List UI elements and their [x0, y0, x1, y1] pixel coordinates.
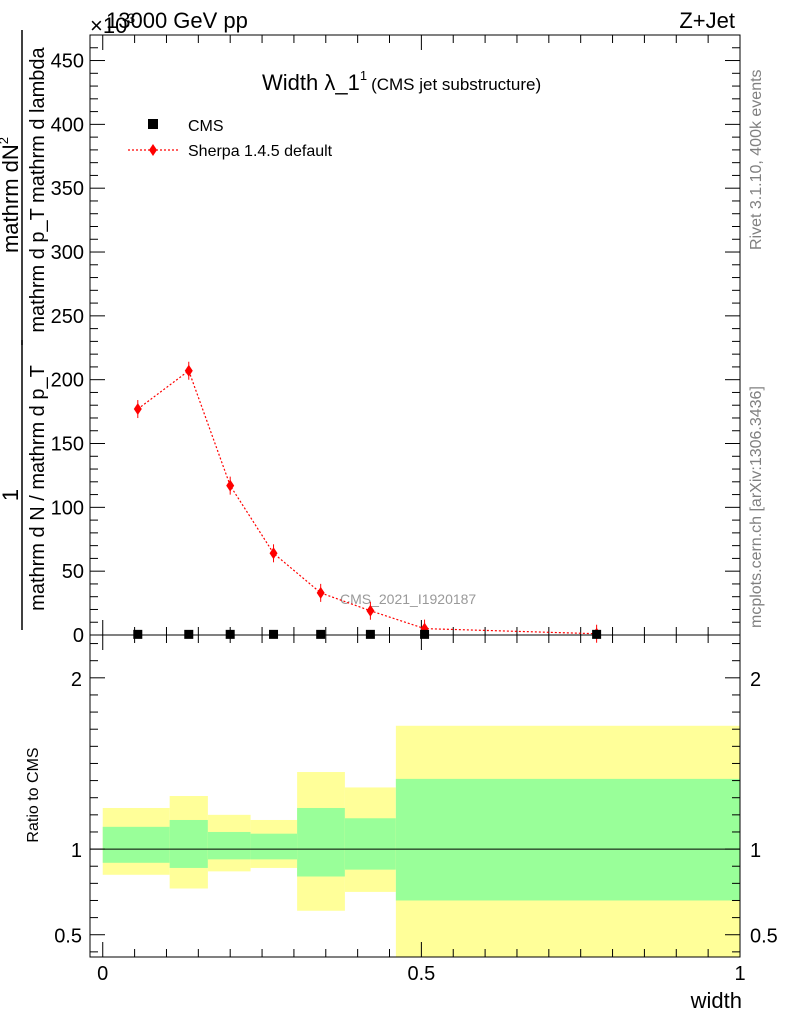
ratio-plot-panel: 0.5 0.51 12 2 0 0.5 1 Ratio to CMS width — [25, 634, 778, 1013]
x-tick-label: 1 — [734, 963, 745, 985]
cms-point — [420, 629, 430, 639]
y-tick-label: 450 — [51, 51, 84, 73]
sherpa-point — [133, 403, 142, 416]
y-label-prefix: 1 — [0, 489, 23, 501]
scale-exponent: 3 — [127, 10, 135, 26]
plot-subtitle: (CMS jet substructure) — [371, 75, 541, 94]
ratio-y-tick-label: 1 — [71, 840, 82, 862]
ratio-y-tick-label-right: 1 — [750, 840, 761, 862]
cms-point — [592, 629, 602, 639]
sherpa-point — [226, 479, 235, 492]
ratio-y-tick-label: 2 — [71, 669, 82, 691]
legend-cms-marker — [148, 119, 158, 129]
main-x-axis — [102, 35, 741, 635]
ratio-y-axis: 0.5 0.5 1 1 2 2 — [54, 643, 778, 953]
y-tick-label: 400 — [51, 114, 84, 136]
y-label-numerator: mathrm dN2 — [0, 137, 23, 253]
ratio-y-tick-label-right: 2 — [750, 669, 761, 691]
cms-point — [184, 629, 194, 639]
main-y-label: 1 mathrm d N / mathrm d p_T mathrm dN2 m… — [0, 30, 49, 630]
plot-title: Width λ_11 (CMS jet substructure) — [262, 68, 541, 95]
ratio-green-band — [169, 819, 208, 868]
legend: CMS Sherpa 1.4.5 default — [128, 118, 333, 160]
process-label: Z+Jet — [679, 8, 735, 33]
cms-point — [269, 629, 279, 639]
sherpa-line — [137, 369, 597, 635]
ratio-green-band — [297, 807, 345, 877]
y-label-denominator: mathrm d p_T mathrm d lambda — [27, 46, 49, 332]
sherpa-point — [366, 604, 375, 617]
y-tick-label: 350 — [51, 178, 84, 200]
ratio-y-tick-label-right: 0.5 — [750, 926, 778, 948]
rivet-label: Rivet 3.1.10, 400k events — [748, 69, 765, 250]
ratio-y-label: Ratio to CMS — [25, 747, 42, 842]
scale-label: ×103 — [90, 10, 135, 38]
legend-sherpa-label: Sherpa 1.4.5 default — [188, 143, 333, 160]
y-tick-label: 200 — [51, 370, 84, 392]
y-tick-label: 150 — [51, 434, 84, 456]
x-tick-label: 0 — [97, 963, 108, 985]
main-y-axis: 0 50 100 150 200 250 300 350 400 450 — [51, 34, 740, 647]
energy-label: 13000 GeV pp — [106, 8, 248, 33]
y-label-numerator-sup: 2 — [0, 137, 11, 144]
sherpa-point — [316, 586, 325, 599]
sherpa-point — [184, 364, 193, 377]
ratio-y-tick-label: 0.5 — [54, 926, 82, 948]
ratio-green-band — [102, 826, 170, 863]
ratio-bands — [90, 725, 740, 957]
main-plot-marks — [133, 361, 602, 643]
y-label-prefix-denominator: mathrm d N / mathrm d p_T — [27, 365, 49, 611]
y-tick-label: 0 — [73, 625, 84, 647]
ratio-green-band — [344, 818, 396, 870]
y-tick-label: 50 — [62, 561, 84, 583]
legend-sherpa-marker — [149, 144, 157, 156]
x-tick-label: 0.5 — [407, 963, 435, 985]
cms-point — [365, 629, 375, 639]
y-tick-label: 250 — [51, 306, 84, 328]
ratio-green-band — [250, 833, 298, 860]
ratio-green-band — [207, 831, 251, 860]
legend-cms-label: CMS — [188, 118, 224, 135]
cms-point — [316, 629, 326, 639]
x-axis-label: width — [690, 988, 742, 1013]
mcplots-label: mcplots.cern.ch [arXiv:1306.3436] — [748, 386, 765, 628]
sherpa-point — [269, 547, 278, 560]
y-tick-label: 100 — [51, 497, 84, 519]
cms-point — [133, 629, 143, 639]
ratio-x-axis: 0 0.5 1 — [97, 635, 746, 985]
y-tick-label: 300 — [51, 242, 84, 264]
analysis-watermark: CMS_2021_I1920187 — [340, 591, 476, 607]
cms-point — [225, 629, 235, 639]
ratio-green-band — [395, 778, 740, 901]
ratio-plot-frame — [89, 634, 741, 958]
plot-title-sup: 1 — [360, 68, 367, 83]
